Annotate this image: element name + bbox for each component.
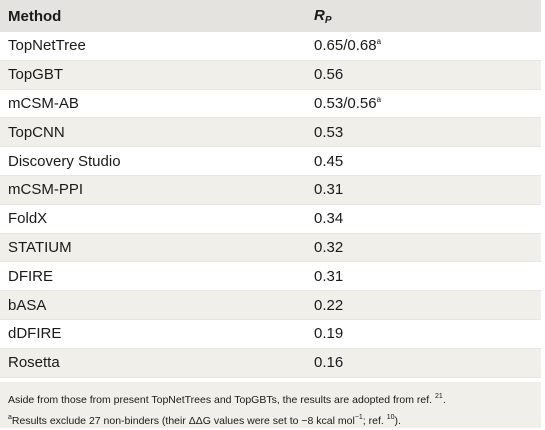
rp-value: 0.19 bbox=[314, 325, 344, 343]
rp-cell: 0.53/0.56a bbox=[308, 95, 381, 112]
rp-value: 0.53 bbox=[314, 123, 344, 141]
footnote-exp: −1 bbox=[354, 413, 363, 421]
rp-value: 0.45 bbox=[314, 152, 344, 170]
rp-value: 0.53/0.56 bbox=[314, 94, 377, 112]
footnote-text-2: Results exclude 27 non-binders (their ΔΔ… bbox=[11, 414, 355, 427]
table-row: dDFIRE 0.19 bbox=[0, 320, 541, 349]
table-header: Method RP bbox=[0, 0, 541, 32]
rp-value: 0.34 bbox=[314, 210, 344, 228]
method-cell: Rosetta bbox=[8, 354, 60, 372]
rp-value: 0.32 bbox=[314, 238, 344, 256]
table-row: FoldX 0.34 bbox=[0, 205, 541, 234]
rp-note: a bbox=[376, 37, 382, 47]
method-cell: mCSM-AB bbox=[8, 94, 79, 112]
rp-cell: 0.22 bbox=[308, 297, 343, 314]
table-row: STATIUM 0.32 bbox=[0, 233, 541, 263]
table-row: mCSM-PPI 0.31 bbox=[0, 175, 541, 205]
rp-value: 0.16 bbox=[314, 354, 344, 372]
footnote-line-2: aResults exclude 27 non-binders (their Δ… bbox=[8, 409, 533, 430]
table-row: TopCNN 0.53 bbox=[0, 118, 541, 148]
rp-note: a bbox=[376, 94, 382, 104]
footnote-mark: a bbox=[8, 413, 12, 421]
rp-value: 0.56 bbox=[314, 66, 344, 84]
footnote-line-1: Aside from those from present TopNetTree… bbox=[8, 392, 446, 406]
table-row: TopGBT 0.56 bbox=[0, 60, 541, 90]
footnote-end: ). bbox=[394, 414, 401, 427]
rp-cell: 0.31 bbox=[308, 181, 343, 198]
rp-cell: 0.16 bbox=[308, 354, 343, 371]
method-cell: STATIUM bbox=[8, 238, 72, 256]
rp-cell: 0.31 bbox=[308, 268, 343, 285]
rp-cell: 0.53 bbox=[308, 124, 343, 141]
table-row: DFIRE 0.31 bbox=[0, 262, 541, 292]
table-row: mCSM-AB 0.53/0.56a bbox=[0, 90, 541, 119]
rp-cell: 0.65/0.68a bbox=[308, 37, 381, 54]
method-cell: bASA bbox=[8, 296, 47, 314]
rp-value: 0.31 bbox=[314, 181, 344, 199]
rp-value: 0.22 bbox=[314, 296, 344, 314]
rp-cell: 0.56 bbox=[308, 66, 343, 83]
table-body: TopNetTree 0.65/0.68a TopGBT 0.56 mCSM-AB 0.5… bbox=[0, 32, 541, 378]
rp-cell: 0.45 bbox=[308, 153, 343, 170]
header-rp: RP bbox=[308, 7, 332, 26]
table-row: Rosetta 0.16 bbox=[0, 348, 541, 378]
header-rp-main: R bbox=[314, 6, 325, 24]
rp-value: 0.31 bbox=[314, 267, 344, 285]
rp-cell: 0.32 bbox=[308, 239, 343, 256]
table-row: TopNetTree 0.65/0.68a bbox=[0, 32, 541, 61]
method-cell: TopGBT bbox=[8, 66, 64, 84]
table-row: bASA 0.22 bbox=[0, 291, 541, 320]
method-cell: TopCNN bbox=[8, 123, 65, 141]
footnote-text-1: Aside from those from present TopNetTree… bbox=[8, 393, 433, 406]
rp-cell: 0.34 bbox=[308, 210, 343, 227]
method-cell: Discovery Studio bbox=[8, 152, 121, 170]
rp-value: 0.65/0.68 bbox=[314, 37, 377, 55]
method-cell: FoldX bbox=[8, 210, 48, 228]
footnote-ref-1: 21 bbox=[435, 392, 443, 400]
footnote-ref-2: 10 bbox=[386, 413, 395, 421]
table-footnote: Aside from those from present TopNetTree… bbox=[0, 381, 541, 430]
header-rp-sub: P bbox=[324, 14, 332, 26]
header-method: Method bbox=[8, 7, 62, 25]
table-row: Discovery Studio 0.45 bbox=[0, 147, 541, 176]
method-cell: mCSM-PPI bbox=[8, 181, 83, 199]
method-cell: dDFIRE bbox=[8, 325, 62, 343]
method-cell: TopNetTree bbox=[8, 37, 86, 55]
rp-cell: 0.19 bbox=[308, 325, 343, 342]
footnote-tail: ; ref. bbox=[362, 414, 384, 427]
method-cell: DFIRE bbox=[8, 267, 53, 285]
